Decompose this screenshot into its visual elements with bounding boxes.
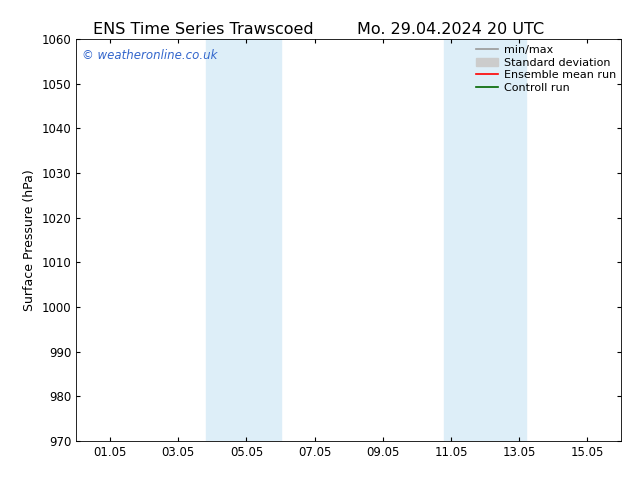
Y-axis label: Surface Pressure (hPa): Surface Pressure (hPa) <box>23 169 36 311</box>
Legend: min/max, Standard deviation, Ensemble mean run, Controll run: min/max, Standard deviation, Ensemble me… <box>474 43 618 96</box>
Text: Mo. 29.04.2024 20 UTC: Mo. 29.04.2024 20 UTC <box>356 22 544 37</box>
Text: © weatheronline.co.uk: © weatheronline.co.uk <box>82 49 217 62</box>
Text: ENS Time Series Trawscoed: ENS Time Series Trawscoed <box>93 22 313 37</box>
Bar <box>205 39 280 441</box>
Bar <box>444 39 526 441</box>
